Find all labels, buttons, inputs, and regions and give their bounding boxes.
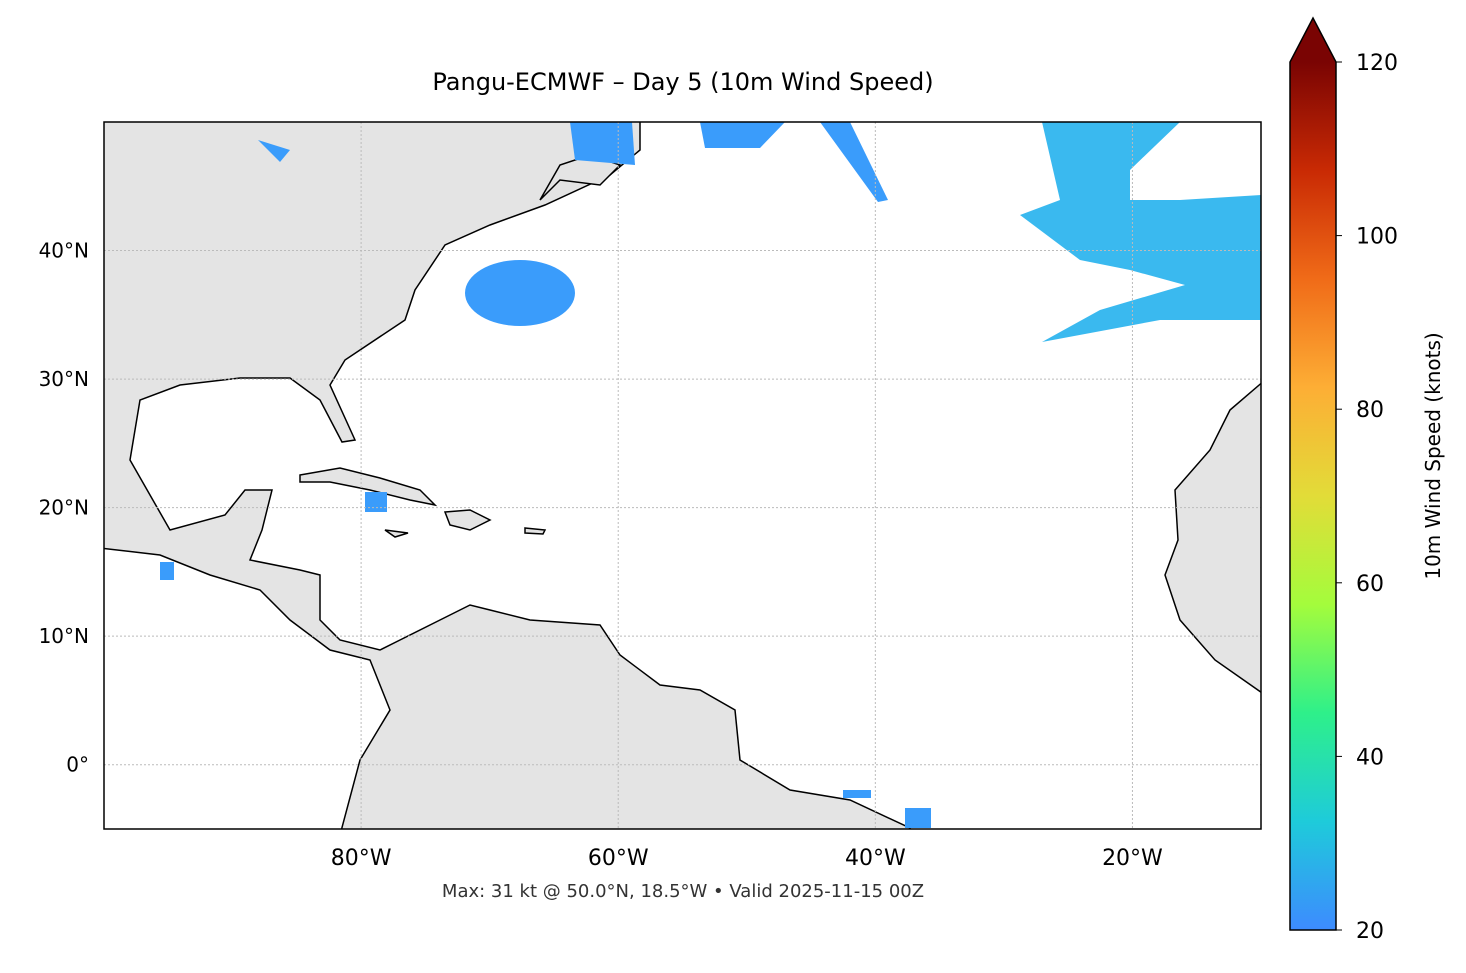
colorbar-extend: [1290, 18, 1336, 62]
colorbar-label: 10m Wind Speed (knots): [1421, 332, 1445, 579]
colorbar-tick-label: 100: [1356, 225, 1398, 250]
x-tick-label: 80°W: [331, 846, 392, 871]
y-tick-label: 10°N: [39, 624, 89, 648]
x-tick-label: 60°W: [588, 846, 649, 871]
americas: [104, 122, 911, 829]
grid: [104, 122, 1261, 829]
wind-area: [258, 140, 290, 162]
y-tick-label: 0°: [66, 753, 89, 777]
wind-area: [365, 492, 387, 512]
colorbar-tick-label: 120: [1356, 51, 1398, 76]
puerto-rico: [524, 527, 547, 535]
x-tick-label: 20°W: [1102, 846, 1163, 871]
axes: 80°W 60°W 40°W 20°W 0° 10°N 20°N 30°N 40°N: [39, 239, 1163, 871]
colorbar-tick-label: 20: [1356, 919, 1384, 944]
wind-area: [700, 122, 785, 148]
wind-area: [1020, 122, 1261, 342]
y-tick-label: 40°N: [39, 239, 89, 263]
hispaniola: [443, 509, 492, 531]
colorbar-fill: [1290, 62, 1336, 930]
colorbar-frame: [1289, 16, 1337, 931]
y-tick-label: 30°N: [39, 367, 89, 391]
x-tick-label: 40°W: [845, 846, 906, 871]
colorbar-tick-label: 40: [1356, 745, 1384, 770]
wind-area: [160, 562, 174, 580]
cuba: [299, 467, 438, 507]
map-note: Max: 31 kt @ 50.0°N, 18.5°W • Valid 2025…: [442, 881, 924, 902]
wind-area: [570, 122, 635, 165]
wind-area: [905, 808, 931, 828]
y-tick-label: 20°N: [39, 496, 89, 520]
africa: [1164, 382, 1261, 694]
map-title: Pangu-ECMWF – Day 5 (10m Wind Speed): [432, 68, 933, 96]
newfoundland: [539, 154, 622, 201]
colorbar-tick-label: 60: [1356, 572, 1384, 597]
wind-area: [843, 790, 871, 798]
jamaica: [384, 529, 409, 538]
wind-area: [465, 260, 575, 326]
colorbar: 20 40 60 80 100 120 10m Wind Speed (knots): [1289, 16, 1445, 944]
wind-area: [820, 122, 888, 202]
map-content: [104, 122, 1261, 829]
map-frame: [103, 121, 1262, 830]
colorbar-tick-label: 80: [1356, 398, 1384, 423]
